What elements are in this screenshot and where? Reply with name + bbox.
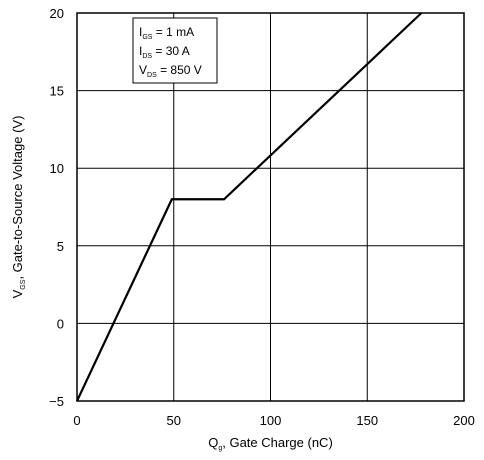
y-tick-label: 15 (50, 84, 64, 99)
annotation-sub: GS (142, 34, 152, 41)
annotation-line: IDS = 30 A (139, 44, 190, 60)
gate-charge-curve (76, 12, 423, 402)
annotation-line: VDS = 850 V (139, 63, 202, 79)
y-axis-label: VGS, Gate-to-Source Voltage (V) (10, 116, 27, 299)
annotation-frame (132, 17, 218, 84)
y-axis-label-rest: , Gate-to-Source Voltage (V) (10, 116, 25, 280)
series-layer (76, 12, 423, 402)
x-tick-label: 50 (167, 413, 181, 428)
x-tick-label: 0 (73, 413, 80, 428)
annotation-main: I (139, 44, 142, 58)
y-axis-label-main: V (10, 289, 25, 298)
annotation-main: V (139, 63, 147, 77)
x-axis-label: Qg, Gate Charge (nC) (208, 435, 333, 452)
x-axis-label-main: Q (208, 435, 218, 450)
annotation-rest: = 850 V (157, 63, 202, 77)
y-tick-label: 5 (57, 239, 64, 254)
y-tick-label: −5 (49, 394, 64, 409)
y-axis-label-sub: GS (20, 279, 27, 289)
x-tick-label: 150 (356, 413, 378, 428)
plot-frame (76, 12, 465, 402)
annotation-main: I (139, 25, 142, 39)
y-tick-label: 20 (50, 6, 64, 21)
x-tick-labels: 0 50 100 150 200 (73, 413, 474, 428)
annotation-sub: DS (142, 53, 152, 60)
grid-lines (77, 13, 464, 401)
annotation-line: IGS = 1 mA (139, 25, 194, 41)
annotation-rest: = 30 A (152, 44, 190, 58)
y-tick-label: 0 (57, 316, 64, 331)
annotation-sub: DS (147, 72, 157, 79)
x-tick-label: 100 (260, 413, 282, 428)
y-tick-labels: −5 0 5 10 15 20 (49, 6, 64, 409)
annotation-rest: = 1 mA (152, 25, 194, 39)
x-axis-label-rest: , Gate Charge (nC) (222, 435, 333, 450)
y-tick-label: 10 (50, 161, 64, 176)
x-tick-label: 200 (453, 413, 475, 428)
x-axis-label-sub: g (218, 445, 222, 452)
